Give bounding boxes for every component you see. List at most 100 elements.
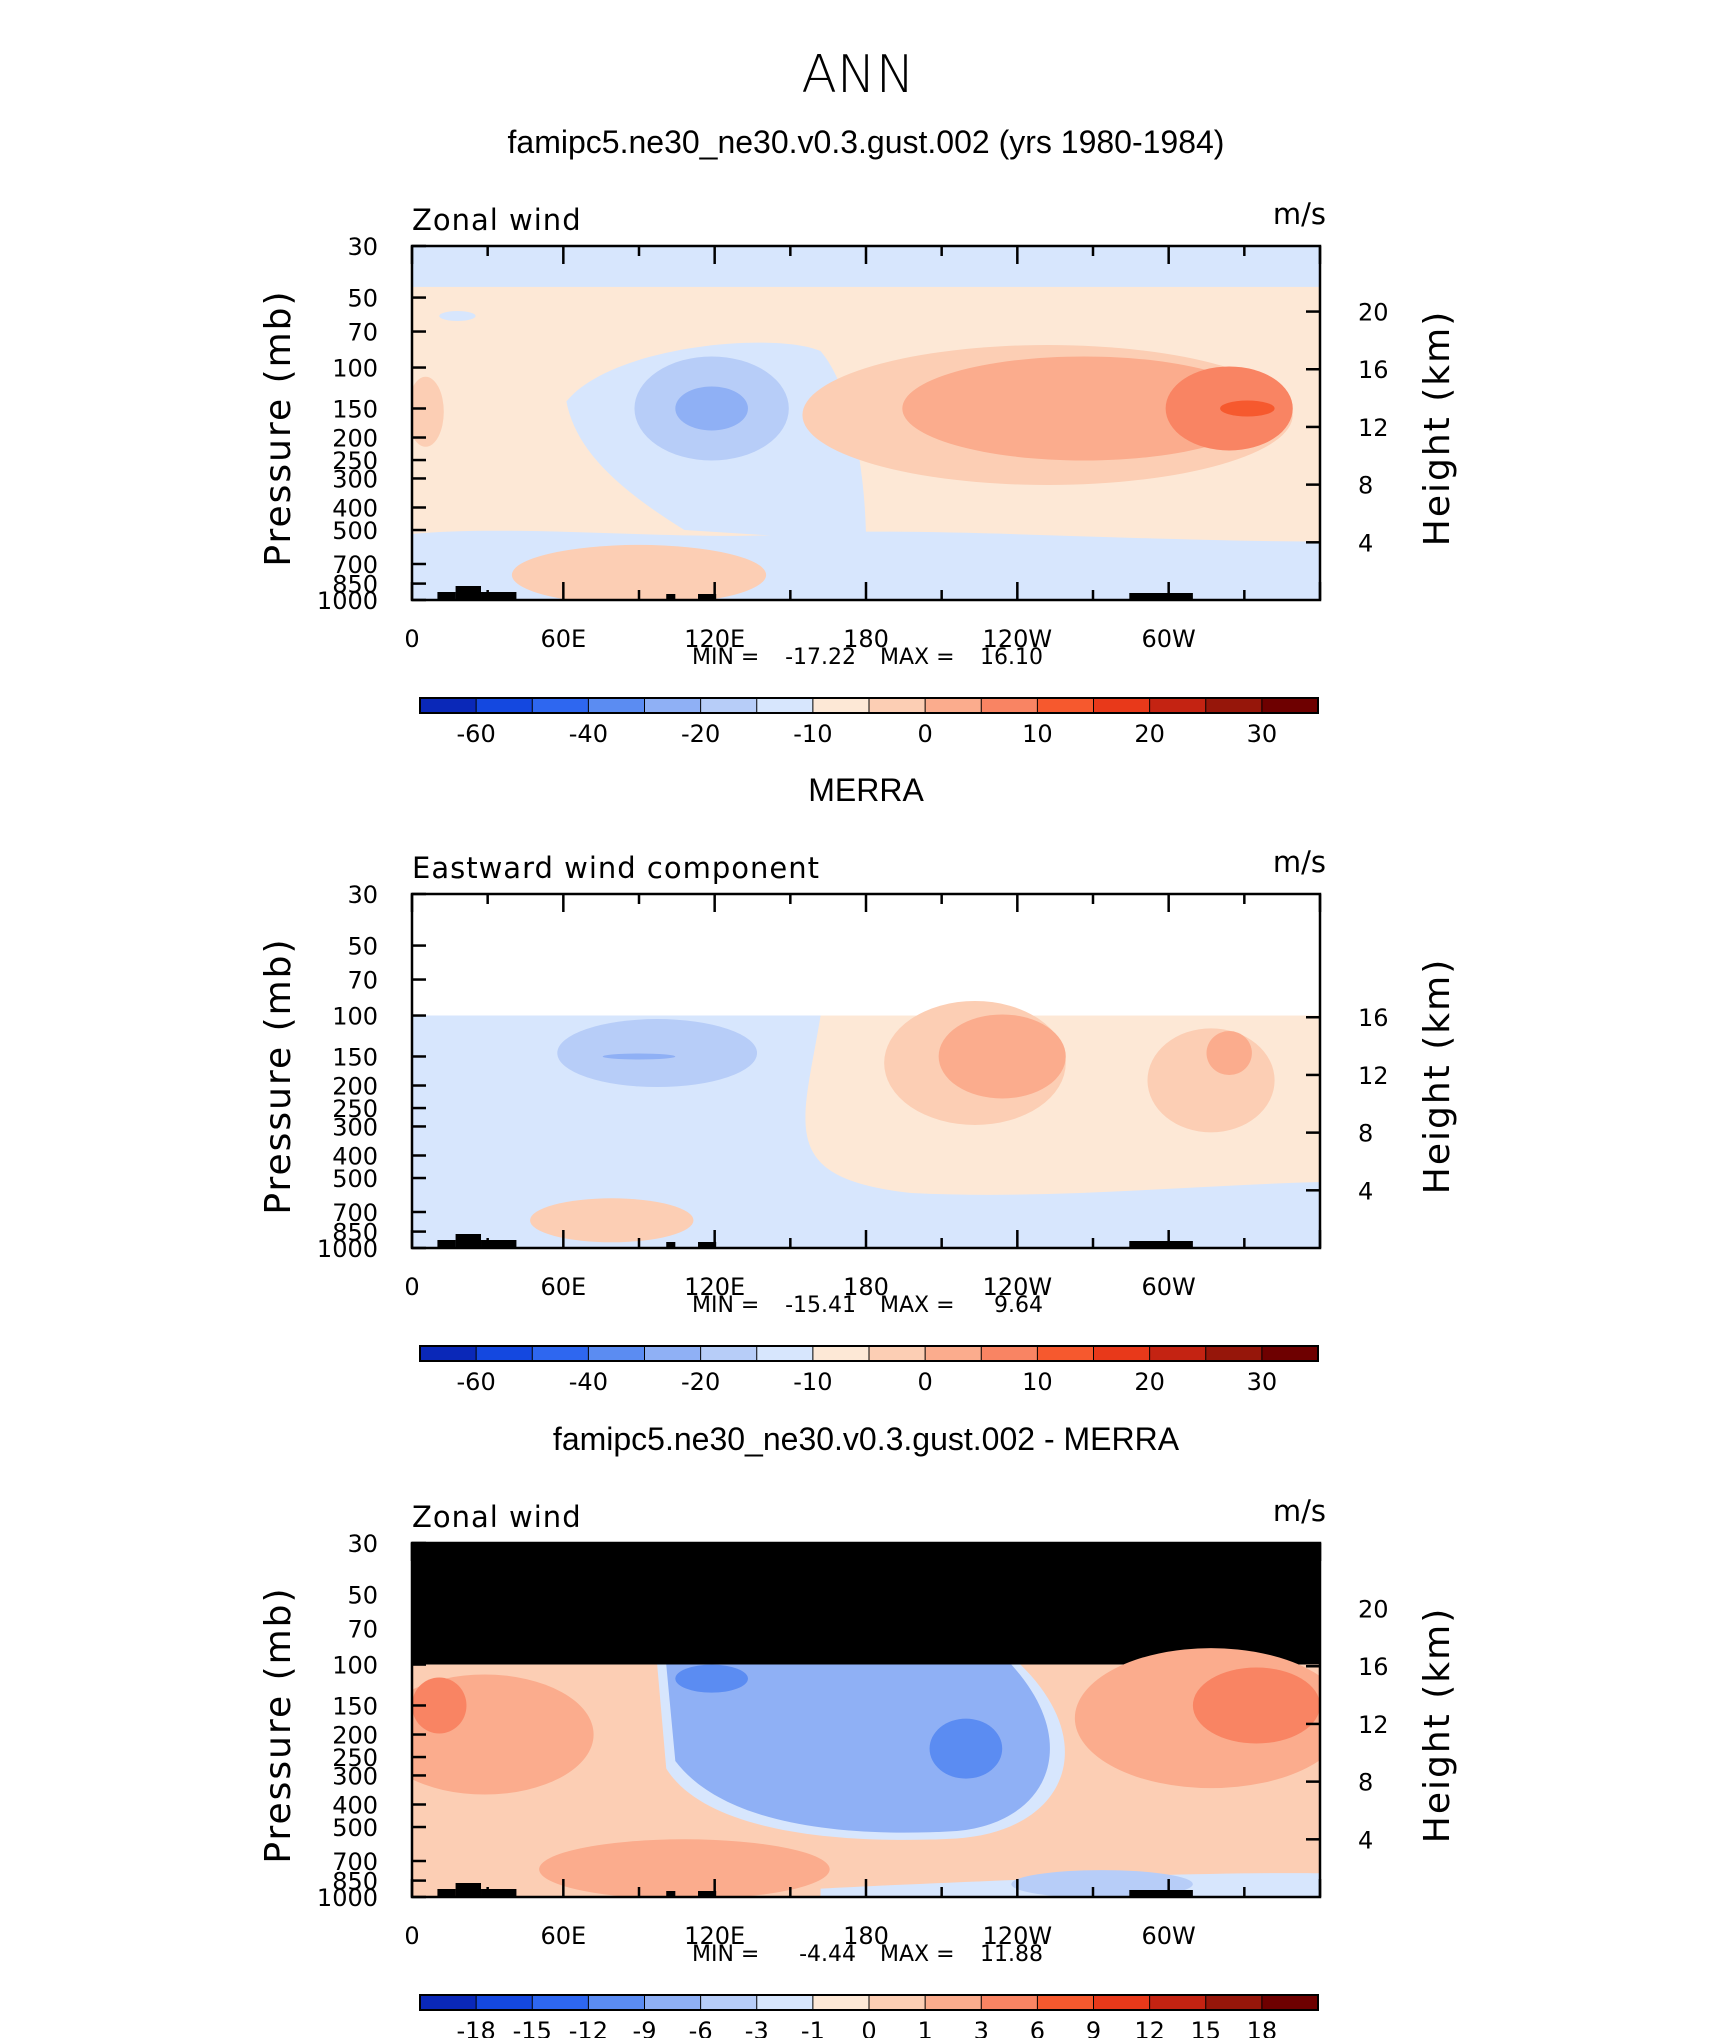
colorbar-label: 18	[1247, 2017, 1278, 2038]
topography	[437, 592, 456, 600]
topography	[666, 1242, 676, 1248]
x-tick-label: 120E	[684, 1922, 745, 1950]
units-label: m/s	[1273, 1494, 1326, 1528]
x-tick-label: 0	[404, 1922, 419, 1950]
y-tick-label: 200	[332, 425, 378, 453]
height-tick-label: 16	[1358, 1653, 1389, 1681]
colorbar-swatch	[587, 1345, 646, 1362]
y-axis-title: Pressure (mb)	[258, 289, 299, 566]
y-tick-label: 250	[332, 1095, 378, 1123]
height-tick-label: 4	[1358, 1826, 1373, 1854]
contour-region	[902, 356, 1266, 461]
y-tick-label: 50	[347, 285, 378, 313]
colorbar-swatch	[924, 1345, 983, 1362]
colorbar-label: -1	[801, 2017, 825, 2038]
x-tick-label: 120W	[983, 625, 1053, 653]
colorbar-swatch	[700, 697, 758, 714]
height-tick-label: 16	[1358, 356, 1389, 384]
min-value: -17.22	[785, 645, 856, 670]
colorbar-swatch	[1036, 697, 1095, 714]
colorbar-swatch	[587, 1994, 646, 2011]
y-tick-label: 150	[332, 1043, 378, 1071]
colorbar-label: -20	[681, 720, 720, 748]
colorbar-swatch	[812, 1994, 870, 2011]
topography	[481, 1889, 517, 1897]
units-label: m/s	[1273, 197, 1326, 231]
contour-region	[539, 1839, 830, 1897]
colorbar-label: -18	[457, 2017, 496, 2038]
x-tick-label: 60W	[1142, 1273, 1196, 1301]
y-tick-label: 850	[332, 1868, 378, 1896]
colorbar-swatch	[1261, 1994, 1319, 2011]
colorbar-label: -10	[793, 1368, 832, 1396]
topography	[455, 586, 482, 600]
min-label: MIN =	[692, 1293, 759, 1318]
topography	[481, 1240, 517, 1248]
height-tick-label: 8	[1358, 472, 1373, 500]
y-tick-label: 50	[347, 1582, 378, 1610]
height-tick-label: 20	[1358, 299, 1389, 327]
x-tick-label: 120E	[684, 625, 745, 653]
colorbar-swatch	[419, 1345, 478, 1362]
x-tick-label: 60E	[540, 1273, 586, 1301]
contour-region	[666, 1664, 1050, 1833]
page-title: ANN	[801, 45, 914, 105]
topography	[455, 1234, 482, 1248]
panel-title: MERRA	[808, 772, 924, 808]
y-tick-label: 70	[347, 319, 378, 347]
panel-title: famipc5.ne30_ne30.v0.3.gust.002 - MERRA	[553, 1421, 1180, 1457]
y-tick-label: 100	[332, 355, 378, 383]
y-tick-label: 70	[347, 1616, 378, 1644]
topography	[455, 1883, 482, 1897]
y-tick-label: 400	[332, 494, 378, 522]
colorbar: -60 -40 -20 -10 0 10 20 30	[419, 1345, 1319, 1396]
colorbar-swatch	[1149, 697, 1207, 714]
contour-region	[511, 544, 767, 600]
left-label: Eastward wind component	[412, 851, 820, 885]
colorbar-swatch	[1205, 1345, 1263, 1362]
colorbar-label: 1	[917, 2017, 932, 2038]
colorbar-label: -10	[793, 720, 832, 748]
y-tick-label: 700	[332, 1199, 378, 1227]
colorbar-swatch	[812, 1345, 870, 1362]
colorbar-swatch	[1149, 1345, 1207, 1362]
colorbar-swatch	[980, 697, 1039, 714]
x-tick-label: 120W	[983, 1922, 1053, 1950]
y-tick-label: 400	[332, 1791, 378, 1819]
colorbar-label: 9	[1086, 2017, 1101, 2038]
panel-2: MERRA Eastward wind component m/s 0 60E 120E 1…	[258, 772, 1458, 1396]
contour-field	[412, 1543, 1320, 1897]
colorbar-frame	[419, 1345, 1319, 1362]
contour-region	[929, 1718, 1003, 1779]
height-tick-label: 4	[1358, 1177, 1373, 1205]
colorbar-label: -15	[513, 2017, 552, 2038]
colorbar-swatch	[1093, 697, 1151, 714]
contour-region	[1192, 1667, 1320, 1744]
y-tick-label: 1000	[317, 1235, 378, 1263]
y-tick-label: 300	[332, 1113, 378, 1141]
colorbar-label: -9	[633, 2017, 657, 2038]
x-tick-label: 60E	[540, 1922, 586, 1950]
max-label: MAX =	[880, 1293, 955, 1318]
topography	[698, 1242, 717, 1248]
contour-region	[412, 376, 444, 447]
height-tick-label: 16	[1358, 1004, 1389, 1032]
min-label: MIN =	[692, 1942, 759, 1967]
y-tick-label: 250	[332, 447, 378, 475]
contour-field	[412, 246, 1320, 600]
y-tick-label: 250	[332, 1744, 378, 1772]
missing-region	[412, 1543, 1320, 1665]
height-tick-label: 8	[1358, 1769, 1373, 1797]
colorbar-swatch	[868, 1345, 927, 1362]
height-tick-label: 12	[1358, 414, 1389, 442]
colorbar-swatch	[1093, 1994, 1151, 2011]
colorbar-swatch	[1093, 1345, 1151, 1362]
y-tick-label: 30	[347, 881, 378, 909]
max-value: 16.10	[980, 645, 1043, 670]
x-tick-label: 120W	[983, 1273, 1053, 1301]
x-tick-label: 180	[843, 1273, 889, 1301]
colorbar-swatch	[419, 1994, 478, 2011]
colorbar-swatch	[700, 1345, 758, 1362]
colorbar-swatch	[1261, 697, 1319, 714]
